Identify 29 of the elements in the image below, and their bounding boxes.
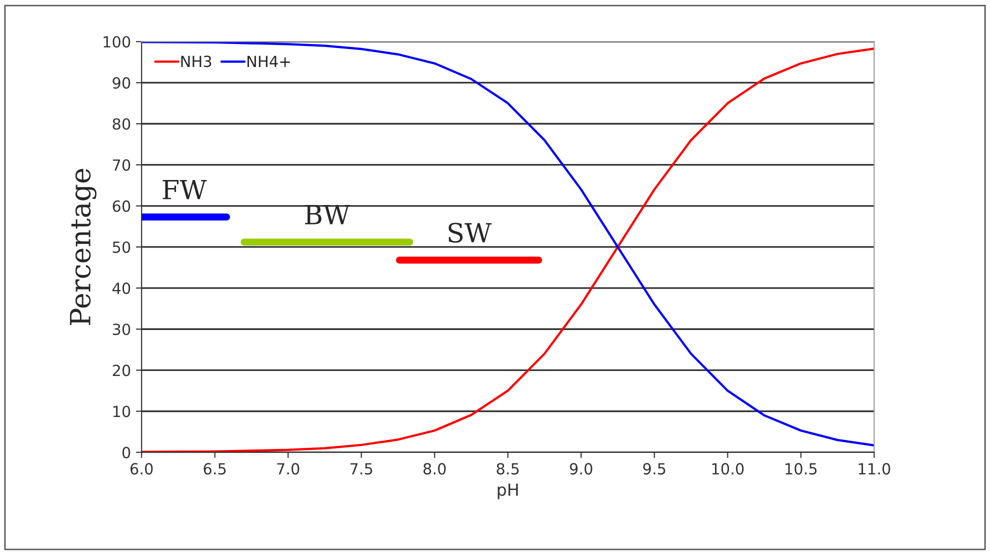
y-tick-label: 70 [112, 159, 130, 171]
y-tick-label: 20 [112, 364, 130, 376]
x-axis-title: pH [498, 484, 518, 500]
y-tick-label: 50 [112, 241, 130, 253]
series-label: BW [305, 205, 350, 224]
x-tick-label: 9.5 [643, 463, 666, 475]
series-label: SW [448, 222, 492, 243]
x-tick-label: 8.5 [496, 463, 519, 475]
x-tick-label: 10.5 [786, 463, 817, 475]
y-tick-label: 80 [112, 118, 130, 130]
y-tick-label: 100 [104, 36, 130, 48]
y-axis-title: Percentage [70, 168, 96, 325]
y-tick-label: 10 [113, 406, 130, 418]
x-tick-label: 9.0 [570, 463, 592, 475]
y-tick-label: 60 [112, 200, 130, 212]
x-tick-label: 11.0 [858, 463, 890, 475]
y-tick-label: 30 [112, 324, 130, 336]
x-tick-label: 6.5 [204, 463, 226, 475]
x-tick-label: 10.0 [712, 463, 744, 475]
x-tick-label: 8.0 [424, 463, 446, 475]
legend-label: NH3 [181, 56, 212, 68]
y-tick-label: 40 [112, 282, 130, 294]
x-tick-label: 6.0 [130, 463, 153, 475]
y-tick-label: 0 [122, 446, 130, 458]
legend-label: NH4+ [248, 56, 290, 67]
y-tick-label: 90 [112, 77, 130, 89]
x-tick-label: 7.0 [277, 463, 300, 475]
series-label: FW [162, 180, 207, 200]
x-tick-label: 7.5 [350, 463, 372, 475]
